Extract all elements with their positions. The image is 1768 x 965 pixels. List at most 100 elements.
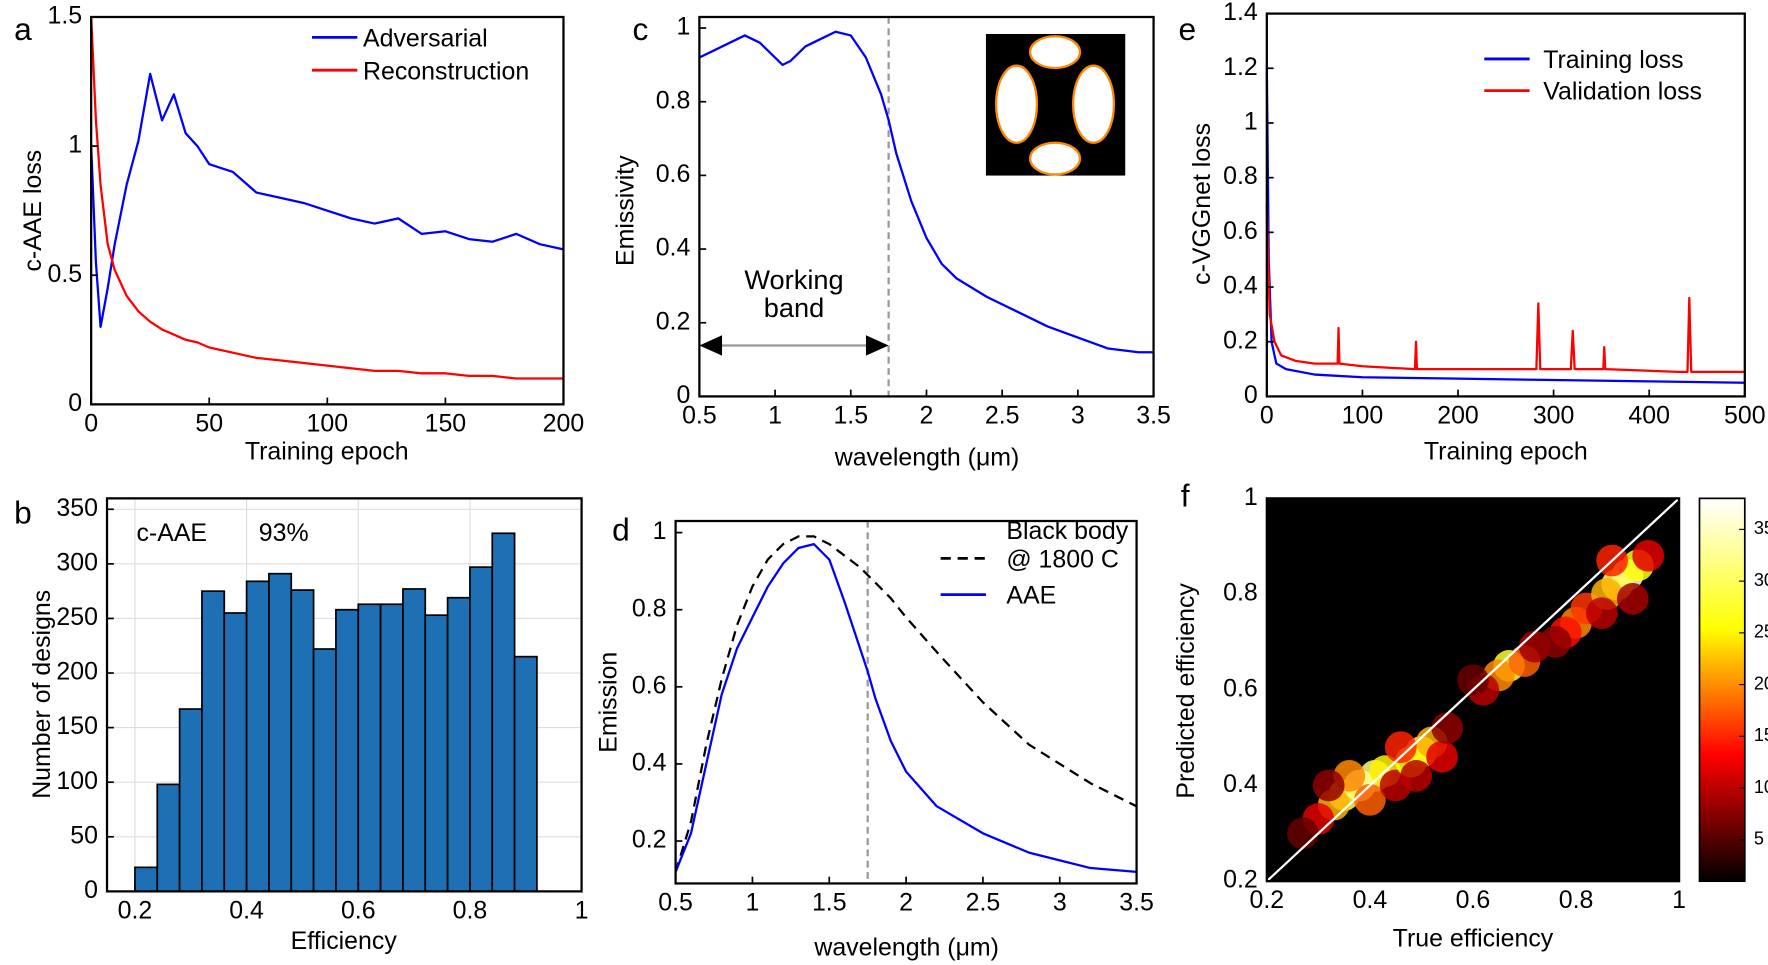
panel-label: c <box>633 11 649 47</box>
legend-label-box: Validation loss <box>1543 37 1747 105</box>
legend-label: Reconstruction <box>363 17 590 85</box>
y-tick-label: 0.4 <box>1223 272 1258 300</box>
legend-label-box: AAE <box>1006 541 1140 609</box>
y-axis-label: Emission <box>594 652 622 753</box>
bar <box>424 614 449 893</box>
x-tick-label: 3 <box>1071 401 1085 429</box>
y-tick-label: 0 <box>1244 381 1258 409</box>
x-tick-label: 3 <box>1053 888 1067 916</box>
x-tick-label: 300 <box>1533 401 1575 429</box>
panel-label: b <box>14 495 32 531</box>
y-axis-label: Number of designs <box>28 590 56 799</box>
density-point <box>1287 817 1319 850</box>
y-axis-label: c-AAE loss <box>19 150 47 272</box>
data-line <box>1265 204 1745 373</box>
x-tick-label: 200 <box>543 409 585 437</box>
x-tick-label: 50 <box>195 409 223 437</box>
legend-label: AAE <box>1006 541 1140 609</box>
bar <box>357 603 382 893</box>
inset-shape <box>994 64 1039 144</box>
bar <box>201 590 226 893</box>
x-tick-label: 1.5 <box>833 401 868 429</box>
y-tick-label: 0.2 <box>1223 326 1258 354</box>
plot-frame <box>105 497 583 893</box>
y-tick-label: 300 <box>56 548 98 576</box>
colorbar-tick-label: 20 <box>1754 673 1768 693</box>
annotation-text: Working band <box>744 265 844 323</box>
y-tick-label: 0.2 <box>632 826 667 854</box>
y-tick-label: 200 <box>56 658 98 686</box>
colorbar-tick-label: 15 <box>1754 725 1768 745</box>
density-point <box>1400 760 1433 792</box>
y-tick-label: 0.8 <box>632 594 667 622</box>
y-tick-label: 1.4 <box>1223 0 1258 26</box>
x-tick-label: 0 <box>84 409 98 437</box>
panel-label: e <box>1178 11 1196 47</box>
x-axis-label: wavelength (μm) <box>813 934 999 962</box>
x-tick-label: 0.4 <box>1353 886 1388 914</box>
legend-label-text: Black body @ 1800 C <box>1006 516 1129 574</box>
x-tick-label: 1 <box>575 896 589 924</box>
y-axis-label: Emissivity <box>611 155 639 266</box>
x-tick-label: 2.5 <box>985 401 1020 429</box>
x-tick-label: 1 <box>1672 886 1686 914</box>
y-tick-label: 1 <box>68 131 82 159</box>
y-tick-label: 0.6 <box>656 160 691 188</box>
x-tick-label: 100 <box>1342 401 1384 429</box>
density-point <box>1616 582 1649 615</box>
legend-label-text: Adversarial <box>362 23 488 53</box>
y-tick-label: 0 <box>68 389 82 417</box>
annotation: c-AAE <box>136 519 207 547</box>
x-tick-label: 0.6 <box>1456 886 1491 914</box>
inset-shape <box>1028 35 1082 70</box>
x-tick-label: 1 <box>745 888 759 916</box>
x-axis-label: Training epoch <box>1424 438 1588 466</box>
density-point <box>1384 731 1417 764</box>
density-point <box>1585 597 1618 630</box>
x-axis-label: wavelength (μm) <box>834 443 1020 471</box>
y-tick-label: 0.4 <box>632 749 667 777</box>
x-tick-label: 0.4 <box>229 896 264 924</box>
x-tick-label: 0.2 <box>1250 886 1285 914</box>
bar <box>312 648 337 893</box>
x-axis-label: True efficiency <box>1393 925 1554 953</box>
data-line <box>674 535 1138 873</box>
y-tick-label: 1 <box>676 13 690 41</box>
bar <box>156 783 181 893</box>
arrow-head <box>699 335 723 356</box>
y-tick-label: 350 <box>56 494 98 522</box>
legend-label-box: Black body @ 1800 C <box>1006 516 1129 574</box>
x-tick-label: 400 <box>1628 401 1670 429</box>
y-tick-label: 0.5 <box>47 260 82 288</box>
legend-label: Validation loss <box>1543 37 1747 105</box>
x-tick-label: 1 <box>768 401 782 429</box>
density-point <box>1312 769 1345 802</box>
bar <box>402 588 427 893</box>
y-tick-label: 0 <box>84 876 98 904</box>
bar <box>379 603 404 893</box>
panel-label: a <box>14 11 32 47</box>
y-tick-label: 0.6 <box>632 671 667 699</box>
x-axis-label: Efficiency <box>291 927 398 955</box>
legend-label-text: Training loss <box>1543 45 1684 74</box>
inset-shape <box>1072 64 1116 144</box>
x-tick-label: 0.5 <box>682 401 717 429</box>
data-line <box>674 542 1137 874</box>
legend-label-text: AAE <box>1006 581 1057 610</box>
annotation-box: Working band <box>744 265 844 323</box>
x-tick-label: 0.8 <box>453 896 488 924</box>
x-tick-label: 150 <box>425 409 467 437</box>
legend-label-box: Training loss <box>1543 45 1684 74</box>
y-tick-label: 0.2 <box>656 307 691 335</box>
bar <box>446 596 471 893</box>
bar <box>223 612 248 893</box>
panel-label: d <box>612 512 630 548</box>
x-axis-label: Training epoch <box>245 438 409 466</box>
y-tick-label: 250 <box>56 603 98 631</box>
x-tick-label: 2.5 <box>966 888 1001 916</box>
y-tick-label: 0.6 <box>1223 674 1258 702</box>
y-tick-label: 0.4 <box>656 234 691 262</box>
x-tick-label: 0.5 <box>658 888 693 916</box>
y-tick-label: 1 <box>653 517 667 545</box>
bar <box>469 566 494 893</box>
